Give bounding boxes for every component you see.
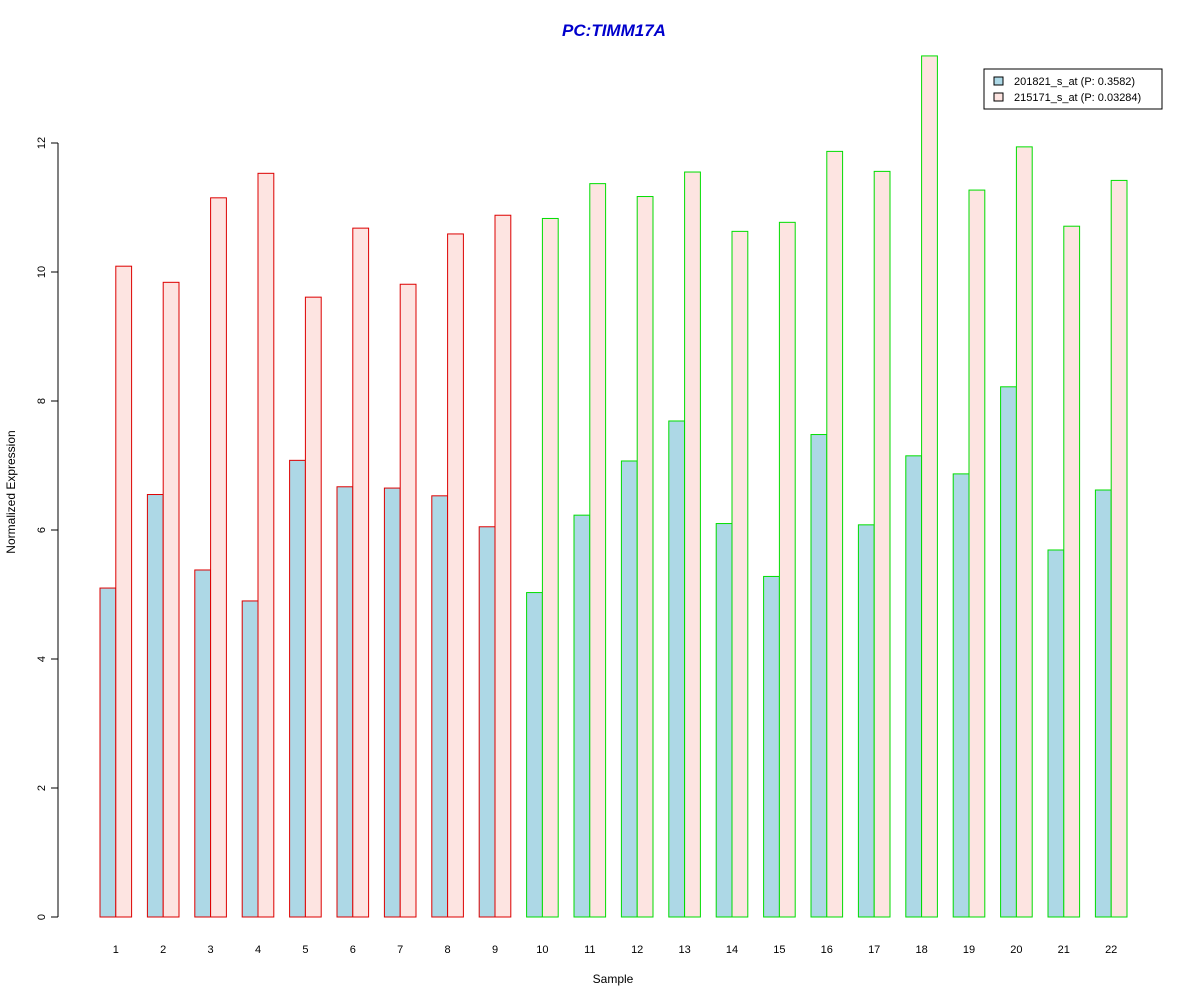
x-tick-label: 19 xyxy=(963,944,975,956)
x-tick-label: 1 xyxy=(113,944,119,956)
legend: 201821_s_at (P: 0.3582) 215171_s_at (P: 0… xyxy=(983,68,1163,110)
y-tick-label: 6 xyxy=(36,527,48,533)
bar-series1-sample-18 xyxy=(905,455,923,918)
bar-series1-sample-2 xyxy=(146,494,164,918)
bar-series1-sample-9 xyxy=(478,526,496,918)
bar-series1-sample-1 xyxy=(99,587,117,918)
y-tick-label: 2 xyxy=(36,785,48,791)
y-tick-label: 10 xyxy=(36,266,48,278)
x-tick-label: 7 xyxy=(397,944,403,956)
bar-series1-sample-22 xyxy=(1094,489,1112,918)
y-axis: 0 2 4 6 8 10 12 xyxy=(36,137,59,920)
bar-series1-sample-15 xyxy=(763,575,780,918)
x-tick-label: 2 xyxy=(160,944,166,956)
legend-label: 201821_s_at (P: 0.3582) xyxy=(1014,76,1135,88)
bar-series2-sample-2 xyxy=(162,281,180,918)
bar-series2-sample-18 xyxy=(921,55,938,918)
y-tick-label: 0 xyxy=(36,914,48,920)
bar-series1-sample-10 xyxy=(526,592,543,918)
x-tick-label: 22 xyxy=(1105,944,1117,956)
bar-series1-sample-12 xyxy=(620,460,638,918)
bar-series2-sample-22 xyxy=(1110,179,1128,918)
x-tick-label: 3 xyxy=(208,944,214,956)
bar-series1-sample-4 xyxy=(241,600,259,918)
bar-series2-sample-13 xyxy=(684,171,701,918)
y-tick-label: 4 xyxy=(36,656,48,662)
x-tick-label: 21 xyxy=(1058,944,1070,956)
x-tick-label: 14 xyxy=(726,944,738,956)
x-tick-label: 6 xyxy=(350,944,356,956)
bar-series2-sample-8 xyxy=(447,233,464,918)
bars-group xyxy=(99,55,1128,918)
x-tick-label: 15 xyxy=(773,944,785,956)
bar-series1-sample-5 xyxy=(289,459,306,918)
x-axis-label: Sample xyxy=(593,972,634,986)
bar-series2-sample-12 xyxy=(636,196,654,918)
x-tick-label: 16 xyxy=(821,944,833,956)
bar-series1-sample-20 xyxy=(1000,386,1017,918)
x-tick-label: 9 xyxy=(492,944,498,956)
x-tick-label: 10 xyxy=(536,944,548,956)
bar-series1-sample-13 xyxy=(668,420,686,918)
x-tick-label: 20 xyxy=(1010,944,1022,956)
y-axis-label: Normalized Expression xyxy=(4,430,18,553)
bar-series1-sample-8 xyxy=(431,495,449,918)
bar-series2-sample-11 xyxy=(589,183,607,918)
bar-series1-sample-11 xyxy=(573,514,591,918)
x-tick-label: 13 xyxy=(678,944,690,956)
bar-series2-sample-3 xyxy=(210,197,227,918)
bar-series1-sample-19 xyxy=(952,473,970,918)
bar-series1-sample-7 xyxy=(383,487,401,918)
y-tick-label: 8 xyxy=(36,398,48,404)
bar-series2-sample-19 xyxy=(968,189,986,918)
bar-series1-sample-21 xyxy=(1047,549,1065,918)
x-tick-label: 5 xyxy=(302,944,308,956)
bar-series1-sample-17 xyxy=(857,524,875,918)
bar-series2-sample-4 xyxy=(257,172,275,918)
legend-box xyxy=(983,68,1163,110)
bar-series1-sample-6 xyxy=(336,486,354,918)
bar-series1-sample-3 xyxy=(194,569,212,918)
bar-series2-sample-21 xyxy=(1063,225,1081,918)
bar-series2-sample-10 xyxy=(541,217,559,918)
bar-series2-sample-7 xyxy=(399,283,417,918)
bar-series2-sample-16 xyxy=(826,150,844,918)
bar-series2-sample-15 xyxy=(778,221,796,918)
bar-series2-sample-17 xyxy=(873,170,891,918)
bar-series2-sample-6 xyxy=(352,227,370,918)
y-tick-label: 12 xyxy=(36,137,48,149)
x-tick-label: 17 xyxy=(868,944,880,956)
bar-series2-sample-9 xyxy=(494,214,512,918)
x-tick-label: 18 xyxy=(915,944,927,956)
bar-series2-sample-14 xyxy=(731,230,749,918)
chart-title: PC:TIMM17A xyxy=(562,21,666,40)
bar-series2-sample-1 xyxy=(115,265,133,918)
legend-swatch xyxy=(993,92,1004,102)
bar-series2-sample-20 xyxy=(1015,146,1033,918)
x-tick-labels: 1 2 3 4 5 6 7 8 9 10 11 12 13 14 15 16 17 18 19 20 21 22 xyxy=(113,944,1118,956)
legend-label: 215171_s_at (P: 0.03284) xyxy=(1014,92,1141,104)
x-tick-label: 8 xyxy=(445,944,451,956)
x-tick-label: 12 xyxy=(631,944,643,956)
bar-series1-sample-16 xyxy=(810,434,828,918)
x-tick-label: 4 xyxy=(255,944,261,956)
legend-swatch xyxy=(993,76,1004,86)
x-tick-label: 11 xyxy=(584,944,595,956)
bar-series2-sample-5 xyxy=(304,296,322,918)
bar-series1-sample-14 xyxy=(715,523,733,918)
